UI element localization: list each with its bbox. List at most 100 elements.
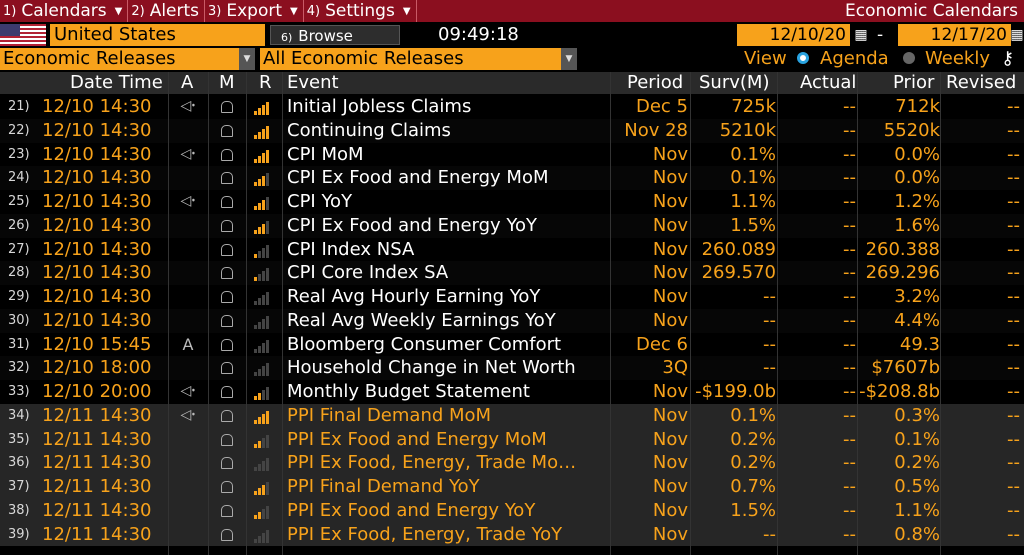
col-survey[interactable]: Surv(M) xyxy=(699,72,770,93)
bell-icon[interactable] xyxy=(215,356,239,379)
bell-icon[interactable] xyxy=(215,451,239,474)
table-row[interactable]: 28) 12/10 14:30 CPI Core Index SA Nov 26… xyxy=(0,261,1024,285)
table-row[interactable]: 34) 12/11 14:30 ◁ꞏ PPI Final Demand MoM … xyxy=(0,403,1024,428)
event-name[interactable]: PPI Final Demand YoY xyxy=(287,476,480,497)
end-date-field[interactable]: 12/17/20 xyxy=(898,24,1011,46)
alert-empty[interactable] xyxy=(178,451,198,474)
key-icon[interactable]: ⚷ xyxy=(1001,48,1015,69)
col-event[interactable]: Event xyxy=(287,72,339,93)
agenda-radio[interactable] xyxy=(797,52,809,64)
alert-empty[interactable] xyxy=(178,356,198,379)
event-name[interactable]: PPI Ex Food and Energy YoY xyxy=(287,499,536,521)
table-row[interactable]: 27) 12/10 14:30 CPI Index NSA Nov 260.08… xyxy=(0,238,1024,262)
bell-icon[interactable] xyxy=(215,261,239,284)
table-row[interactable]: 24) 12/10 14:30 CPI Ex Food and Energy M… xyxy=(0,166,1024,190)
alert-empty[interactable] xyxy=(178,214,198,237)
table-row[interactable]: 25) 12/10 14:30 ◁ꞏ CPI YoY Nov 1.1% -- 1… xyxy=(0,190,1024,214)
country-field[interactable]: United States xyxy=(50,24,265,46)
event-name[interactable]: Initial Jobless Claims xyxy=(287,96,472,117)
event-name[interactable]: Monthly Budget Statement xyxy=(287,381,530,402)
agenda-label[interactable]: Agenda xyxy=(820,48,889,69)
event-name[interactable]: CPI YoY xyxy=(287,191,353,212)
alert-empty[interactable] xyxy=(178,261,198,284)
event-name[interactable]: CPI Ex Food and Energy MoM xyxy=(287,167,549,189)
menu-alerts[interactable]: 2) Alerts xyxy=(128,0,206,22)
speaker-icon[interactable]: ◁ꞏ xyxy=(180,193,196,209)
table-row[interactable]: 35) 12/11 14:30 PPI Ex Food and Energy M… xyxy=(0,427,1024,452)
event-name[interactable]: PPI Ex Food, Energy, Trade YoY xyxy=(287,523,563,545)
event-name[interactable]: PPI Ex Food and Energy MoM xyxy=(287,428,547,450)
speaker-icon[interactable]: ◁ꞏ xyxy=(180,383,196,399)
event-name[interactable]: Real Avg Weekly Earnings YoY xyxy=(287,309,556,331)
col-actual[interactable]: Actual xyxy=(800,72,857,93)
speaker-icon[interactable]: ◁ꞏ xyxy=(180,145,196,162)
table-row[interactable]: 23) 12/10 14:30 ◁ꞏ CPI MoM Nov 0.1% -- 0… xyxy=(0,143,1024,167)
menu-settings[interactable]: 4) Settings ▼ xyxy=(304,0,417,22)
bell-icon[interactable] xyxy=(215,380,239,403)
alert-empty[interactable] xyxy=(178,309,198,332)
event-name[interactable]: Real Avg Hourly Earning YoY xyxy=(287,286,541,307)
browse-button[interactable]: 6) Browse xyxy=(270,25,400,45)
weekly-label[interactable]: Weekly xyxy=(925,48,990,69)
table-row[interactable]: 39) 12/11 14:30 PPI Ex Food, Energy, Tra… xyxy=(0,522,1024,547)
speaker-icon[interactable]: ◁ꞏ xyxy=(180,406,196,423)
bell-icon[interactable] xyxy=(215,333,239,356)
alert-empty[interactable] xyxy=(178,475,198,498)
alert-empty[interactable] xyxy=(178,499,198,522)
event-name[interactable]: Continuing Claims xyxy=(287,119,451,141)
bell-icon[interactable] xyxy=(215,428,239,451)
bell-icon[interactable] xyxy=(215,143,239,166)
table-row[interactable]: 21) 12/10 14:30 ◁ꞏ Initial Jobless Claim… xyxy=(0,95,1024,119)
table-row[interactable]: 33) 12/10 20:00 ◁ꞏ Monthly Budget Statem… xyxy=(0,380,1024,404)
bell-icon[interactable] xyxy=(215,166,239,189)
calendar-icon[interactable]: ▦ xyxy=(1010,27,1024,43)
bell-icon[interactable] xyxy=(215,499,239,522)
col-m[interactable]: M xyxy=(219,72,235,93)
event-name[interactable]: Household Change in Net Worth xyxy=(287,357,576,379)
bell-icon[interactable] xyxy=(215,404,239,427)
weekly-radio[interactable] xyxy=(903,52,915,64)
event-name[interactable]: CPI Core Index SA xyxy=(287,262,449,284)
alert-text[interactable]: A xyxy=(182,334,194,354)
bell-icon[interactable] xyxy=(215,238,239,261)
event-name[interactable]: CPI Ex Food and Energy YoY xyxy=(287,214,538,236)
col-alert[interactable]: A xyxy=(181,72,194,93)
alert-empty[interactable] xyxy=(178,238,198,261)
bell-icon[interactable] xyxy=(215,309,239,332)
event-name[interactable]: PPI Final Demand MoM xyxy=(287,404,492,426)
bell-icon[interactable] xyxy=(215,523,239,546)
table-row[interactable]: 38) 12/11 14:30 PPI Ex Food and Energy Y… xyxy=(0,498,1024,523)
table-row[interactable]: 30) 12/10 14:30 Real Avg Weekly Earnings… xyxy=(0,308,1024,333)
table-row[interactable]: 22) 12/10 14:30 Continuing Claims Nov 28… xyxy=(0,118,1024,143)
table-row[interactable]: 29) 12/10 14:30 Real Avg Hourly Earning … xyxy=(0,285,1024,309)
speaker-icon[interactable]: ◁ꞏ xyxy=(180,98,196,114)
menu-export[interactable]: 3) Export ▼ xyxy=(205,0,304,22)
event-name[interactable]: Bloomberg Consumer Comfort xyxy=(287,333,562,355)
release-filter-dropdown[interactable]: All Economic Releases ▼ xyxy=(260,48,577,70)
bell-icon[interactable] xyxy=(215,475,239,498)
alert-empty[interactable] xyxy=(178,523,198,546)
table-row[interactable]: 26) 12/10 14:30 CPI Ex Food and Energy Y… xyxy=(0,213,1024,238)
bell-icon[interactable] xyxy=(215,95,239,118)
table-row[interactable]: 31) 12/10 15:45 A Bloomberg Consumer Com… xyxy=(0,333,1024,357)
bell-icon[interactable] xyxy=(215,214,239,237)
col-prior[interactable]: Prior xyxy=(893,72,935,93)
bell-icon[interactable] xyxy=(215,285,239,308)
col-revised[interactable]: Revised xyxy=(946,72,1017,93)
alert-empty[interactable] xyxy=(178,119,198,142)
alert-empty[interactable] xyxy=(178,285,198,308)
alert-empty[interactable] xyxy=(178,166,198,189)
col-period[interactable]: Period xyxy=(627,72,684,93)
bell-icon[interactable] xyxy=(215,119,239,142)
menu-calendars[interactable]: 1) Calendars ▼ xyxy=(0,0,129,22)
table-row[interactable]: 32) 12/10 18:00 Household Change in Net … xyxy=(0,356,1024,380)
bell-icon[interactable] xyxy=(215,190,239,213)
release-type-dropdown[interactable]: Economic Releases ▼ xyxy=(0,48,255,70)
calendar-icon[interactable]: ▦ xyxy=(854,27,868,43)
col-relevance[interactable]: R xyxy=(259,72,272,93)
alert-empty[interactable] xyxy=(178,428,198,451)
col-date-time[interactable]: Date Time xyxy=(70,72,163,93)
event-name[interactable]: CPI Index NSA xyxy=(287,238,415,260)
start-date-field[interactable]: 12/10/20 xyxy=(737,24,850,46)
event-name[interactable]: CPI MoM xyxy=(287,143,364,165)
